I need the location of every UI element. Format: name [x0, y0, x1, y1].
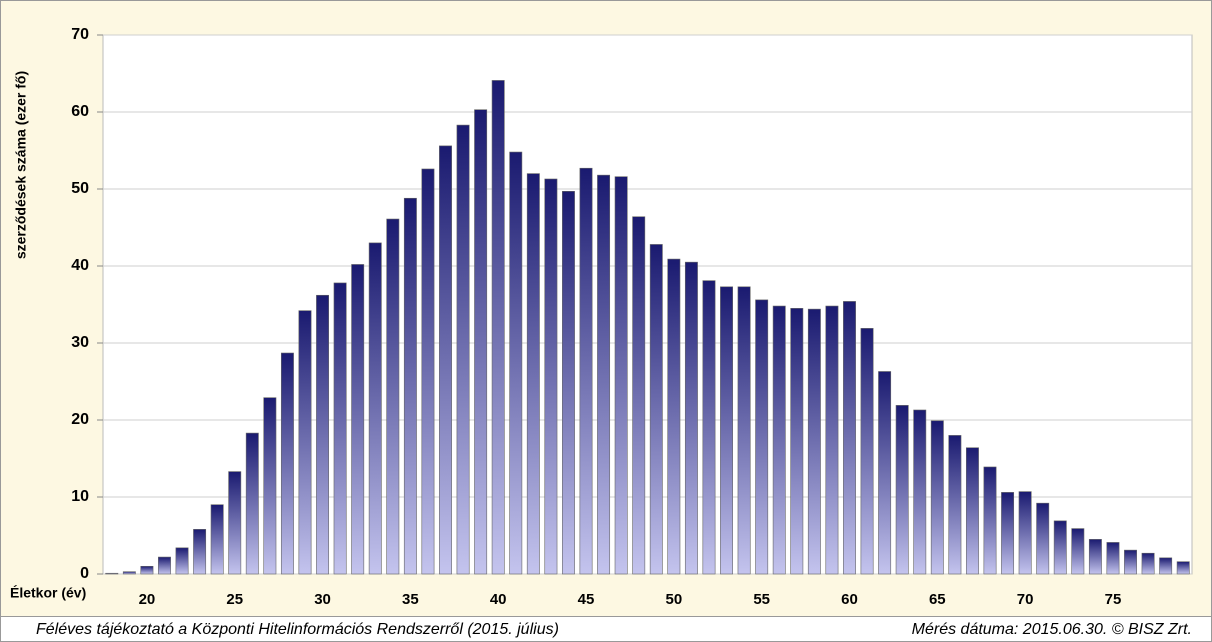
y-tick-label: 20	[71, 411, 89, 428]
bar	[772, 305, 786, 575]
bar	[280, 352, 294, 575]
bar	[245, 432, 259, 575]
bar	[122, 571, 136, 575]
bar	[702, 280, 716, 575]
x-tick-label: 35	[402, 591, 419, 608]
y-tick-label: 70	[71, 26, 89, 43]
y-tick-label: 30	[71, 334, 89, 351]
bar	[597, 174, 611, 575]
x-tick-label: 60	[841, 591, 858, 608]
bar	[403, 197, 417, 575]
bar	[1001, 492, 1015, 575]
bar	[825, 305, 839, 575]
x-tick-label: 50	[666, 591, 683, 608]
bar	[790, 308, 804, 575]
bar	[614, 176, 628, 575]
bar	[491, 80, 505, 575]
bar	[930, 420, 944, 575]
bar	[544, 178, 558, 575]
x-tick-label: 45	[578, 591, 595, 608]
x-tick-label: 70	[1017, 591, 1034, 608]
footer-right: Mérés dátuma: 2015.06.30. © BISZ Zrt.	[912, 621, 1192, 638]
bar	[351, 264, 365, 575]
bar	[878, 371, 892, 575]
bar	[807, 308, 821, 575]
bar	[140, 565, 154, 575]
bar	[1141, 552, 1155, 575]
bar	[1018, 491, 1032, 575]
x-tick-label: 20	[139, 591, 156, 608]
bar	[948, 435, 962, 575]
bar	[755, 299, 769, 575]
x-tick-label: 55	[753, 591, 770, 608]
bar	[158, 556, 171, 575]
bar	[509, 151, 523, 575]
bar	[720, 286, 733, 575]
bar	[667, 258, 681, 575]
bar	[1088, 539, 1102, 575]
footer-left: Féléves tájékoztató a Központi Hitelinfo…	[36, 621, 559, 638]
bar	[298, 310, 312, 575]
bar	[1124, 549, 1137, 575]
bar	[562, 191, 575, 575]
bar	[1106, 542, 1120, 575]
bar	[421, 168, 435, 575]
bar	[439, 145, 452, 575]
bar	[210, 504, 224, 575]
x-tick-label: 65	[929, 591, 946, 608]
bar	[983, 466, 997, 575]
x-tick-label: 30	[314, 591, 331, 608]
y-tick-label: 0	[80, 565, 89, 582]
footer-box	[0, 616, 1212, 642]
bar	[175, 547, 189, 575]
bar	[684, 261, 698, 575]
bar	[965, 447, 979, 575]
bar	[474, 109, 488, 575]
bar	[649, 244, 663, 575]
bar	[386, 218, 400, 575]
y-axis-label: szerződések száma (ezer fő)	[13, 71, 29, 259]
y-tick-label: 50	[71, 180, 89, 197]
bar	[632, 216, 646, 575]
bar	[860, 328, 874, 575]
bar	[456, 124, 470, 575]
bar	[193, 529, 207, 575]
bar	[1036, 502, 1050, 575]
x-tick-label: 25	[226, 591, 243, 608]
bar	[105, 572, 119, 575]
bar	[1071, 528, 1085, 575]
bar	[1159, 557, 1173, 575]
bar	[843, 301, 856, 575]
y-tick-label: 40	[71, 257, 89, 274]
bar	[228, 471, 242, 575]
x-tick-label: 75	[1105, 591, 1122, 608]
bar	[579, 167, 593, 575]
bar	[368, 242, 382, 575]
bar	[1176, 561, 1190, 575]
bar	[1053, 520, 1067, 575]
bar	[913, 409, 927, 575]
y-tick-label: 10	[71, 488, 89, 505]
bar	[895, 405, 909, 575]
bar	[333, 282, 347, 575]
bar	[316, 294, 330, 575]
bar	[526, 173, 540, 575]
bar	[263, 397, 277, 575]
x-tick-label: 40	[490, 591, 507, 608]
y-tick-label: 60	[71, 103, 89, 120]
bar	[737, 286, 751, 575]
x-axis-label: Életkor (év)	[10, 585, 86, 601]
